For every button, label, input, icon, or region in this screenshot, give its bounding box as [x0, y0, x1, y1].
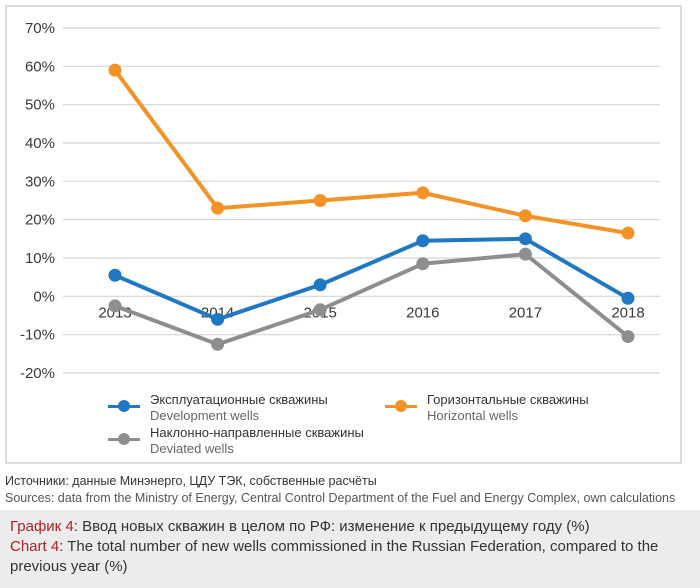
y-tick-label: 0% [33, 288, 55, 305]
caption-ru-text: : Ввод новых скважин в целом по РФ: изме… [73, 518, 590, 535]
y-tick-label: -10% [20, 327, 55, 344]
y-tick-label: 40% [25, 135, 55, 152]
series-horizontal-wells [108, 63, 635, 240]
data-point [211, 337, 225, 351]
y-tick-label: 20% [25, 212, 55, 229]
y-tick-label: 50% [25, 97, 55, 114]
caption-ru-label: График 4 [10, 518, 74, 535]
chart-frame [5, 5, 682, 464]
data-point [211, 201, 225, 215]
data-point [313, 278, 327, 292]
y-tick-label: 70% [25, 20, 55, 37]
legend-label-en: Horizontal wells [427, 408, 519, 423]
legend-label-ru: Наклонно-направленные скважины [150, 425, 364, 440]
legend-label-ru: Эксплуатационные скважины [150, 392, 328, 407]
data-point [518, 232, 532, 246]
legend-label-en: Development wells [150, 408, 260, 423]
series-line [114, 236, 630, 322]
caption-ru: График 4: Ввод новых скважин в целом по … [10, 517, 690, 537]
data-point [416, 257, 430, 271]
data-point [211, 312, 225, 326]
chart-caption: График 4: Ввод новых скважин в целом по … [0, 510, 700, 588]
line-chart: 70%60%50%40%30%20%10%0%-10%-20% 20132014… [20, 20, 660, 382]
data-point [518, 209, 532, 223]
series-deviated-wells [108, 247, 635, 351]
data-point [313, 194, 327, 207]
data-point [621, 291, 635, 305]
legend-swatch-development [108, 400, 140, 412]
x-tick-label: 2018 [611, 304, 644, 321]
data-point [108, 268, 122, 282]
series-development-wells [108, 232, 635, 326]
caption-en: Chart 4: The total number of new wells c… [10, 537, 690, 577]
data-point [416, 186, 430, 200]
caption-en-text: : The total number of new wells commissi… [10, 538, 659, 575]
y-tick-label: 30% [25, 173, 55, 190]
legend-label-ru: Горизонтальные скважины [427, 392, 589, 407]
data-point [313, 303, 327, 317]
sources-note: Источники: данные Минэнерго, ЦДУ ТЭК, со… [5, 473, 675, 507]
legend-swatch-deviated [108, 433, 140, 445]
x-tick-label: 2016 [406, 304, 439, 321]
data-point [416, 234, 430, 248]
caption-en-label: Chart 4 [10, 538, 60, 555]
data-point [621, 330, 635, 344]
data-point [621, 226, 635, 240]
y-tick-label: -20% [20, 365, 55, 382]
y-tick-label: 10% [25, 250, 55, 267]
data-point [518, 247, 532, 261]
series-line [114, 252, 630, 347]
legend-label-en: Deviated wells [150, 441, 234, 456]
sources-ru: Источники: данные Минэнерго, ЦДУ ТЭК, со… [5, 474, 377, 488]
x-tick-label: 2017 [509, 304, 542, 321]
legend-swatch-horizontal [385, 400, 417, 412]
y-tick-label: 60% [25, 58, 55, 75]
sources-en: Sources: data from the Ministry of Energ… [5, 491, 676, 505]
data-point [108, 299, 122, 313]
series-line [113, 69, 629, 236]
data-point [108, 63, 122, 77]
